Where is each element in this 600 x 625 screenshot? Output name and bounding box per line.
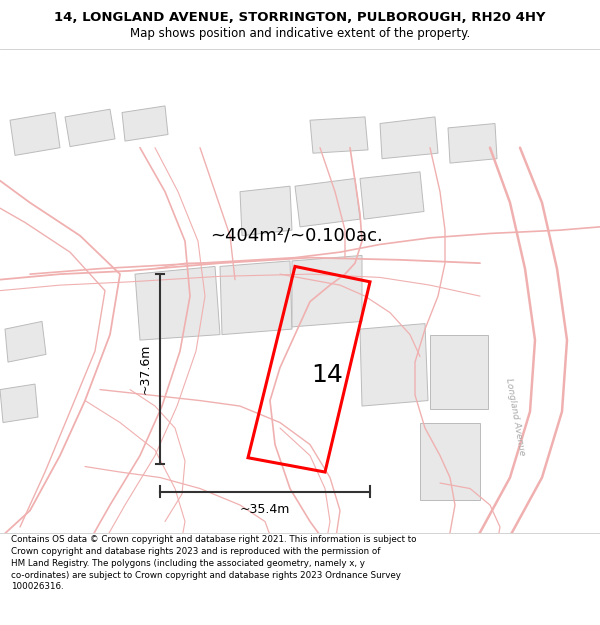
Polygon shape xyxy=(310,117,368,153)
Polygon shape xyxy=(220,261,292,334)
Text: 14, LONGLAND AVENUE, STORRINGTON, PULBOROUGH, RH20 4HY: 14, LONGLAND AVENUE, STORRINGTON, PULBOR… xyxy=(54,11,546,24)
Text: ~37.6m: ~37.6m xyxy=(139,344,152,394)
Polygon shape xyxy=(5,321,46,362)
Text: Contains OS data © Crown copyright and database right 2021. This information is : Contains OS data © Crown copyright and d… xyxy=(11,535,416,591)
Polygon shape xyxy=(65,109,115,147)
Polygon shape xyxy=(292,256,362,327)
Polygon shape xyxy=(122,106,168,141)
Text: 14: 14 xyxy=(311,363,343,387)
Polygon shape xyxy=(430,334,488,409)
Text: ~404m²/~0.100ac.: ~404m²/~0.100ac. xyxy=(210,227,383,244)
Polygon shape xyxy=(420,422,480,499)
Text: Map shows position and indicative extent of the property.: Map shows position and indicative extent… xyxy=(130,27,470,40)
Polygon shape xyxy=(240,186,292,236)
Polygon shape xyxy=(448,124,497,163)
Polygon shape xyxy=(380,117,438,159)
Polygon shape xyxy=(360,324,428,406)
Polygon shape xyxy=(10,112,60,156)
Polygon shape xyxy=(135,266,220,340)
Polygon shape xyxy=(0,384,38,423)
Text: ~35.4m: ~35.4m xyxy=(240,503,290,516)
Text: Longland Avenue: Longland Avenue xyxy=(504,378,526,456)
Polygon shape xyxy=(360,172,424,219)
Polygon shape xyxy=(295,179,360,227)
